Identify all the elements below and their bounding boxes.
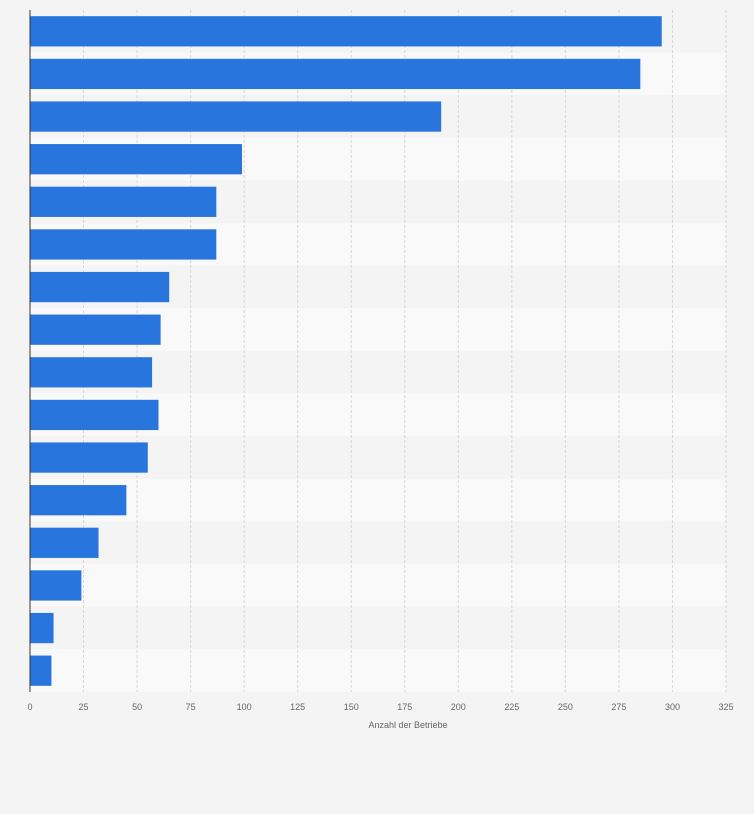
gridlines <box>83 10 727 692</box>
bar[interactable] <box>30 229 217 260</box>
bar[interactable] <box>30 612 54 644</box>
x-tick-label: 75 <box>186 702 196 712</box>
bar[interactable] <box>30 655 52 686</box>
x-tick-label: 150 <box>344 702 359 712</box>
x-tick-label: 200 <box>451 702 466 712</box>
bar[interactable] <box>30 442 148 473</box>
x-tick-label: 225 <box>504 702 519 712</box>
x-axis-label: Anzahl der Betriebe <box>368 720 447 730</box>
x-tick-label: 250 <box>558 702 573 712</box>
bar[interactable] <box>30 357 153 388</box>
row-band <box>30 649 726 692</box>
bars <box>30 16 662 686</box>
x-tick-label: 275 <box>611 702 626 712</box>
bar[interactable] <box>30 399 159 431</box>
bar[interactable] <box>30 570 82 601</box>
bar[interactable] <box>30 271 170 303</box>
x-tick-label: 175 <box>397 702 412 712</box>
row-band <box>30 564 726 607</box>
bar[interactable] <box>30 16 662 47</box>
bar[interactable] <box>30 186 217 217</box>
row-band <box>30 606 726 650</box>
bar[interactable] <box>30 527 99 558</box>
bar[interactable] <box>30 485 127 516</box>
x-tick-label: 300 <box>665 702 680 712</box>
x-tick-labels: 0 25 50 75 100 125 150 175 200 225 250 275 300 325 <box>27 702 733 712</box>
row-band <box>30 521 726 565</box>
x-tick-label: 125 <box>290 702 305 712</box>
x-tick-label: 325 <box>718 702 733 712</box>
x-tick-label: 25 <box>79 702 89 712</box>
x-tick-label: 0 <box>27 702 32 712</box>
bar[interactable] <box>30 314 161 345</box>
bar[interactable] <box>30 101 442 132</box>
bar[interactable] <box>30 144 243 175</box>
bar[interactable] <box>30 58 641 90</box>
row-band <box>30 478 726 522</box>
x-tick-label: 100 <box>237 702 252 712</box>
x-tick-label: 50 <box>132 702 142 712</box>
